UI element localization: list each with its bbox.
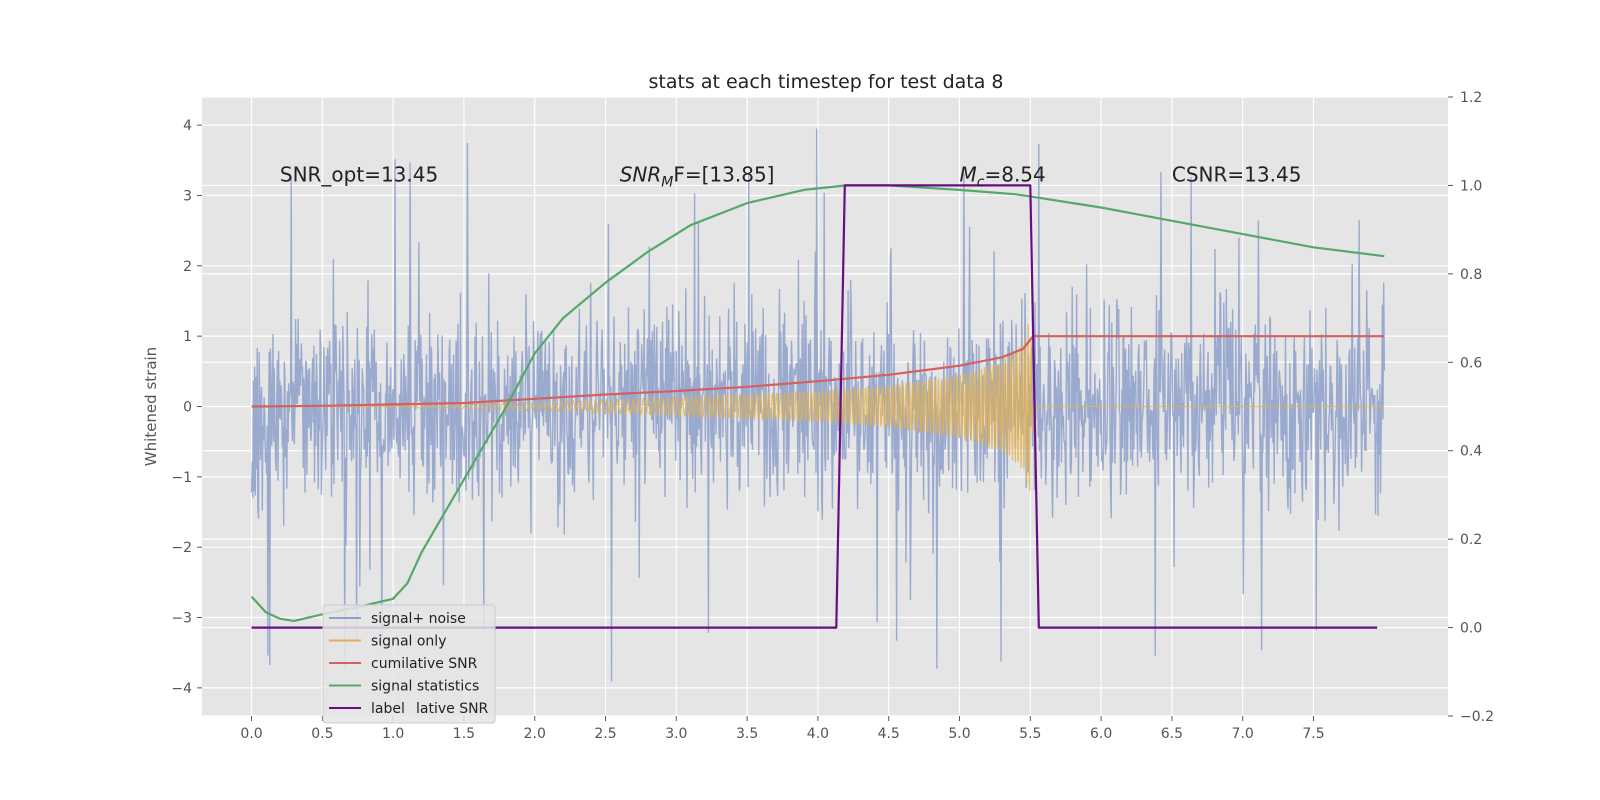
- axis-ticks: 0.0 0.5 1.0 1.5 2.0 2.5 3.0 3.5 4.0 4.5 5.0 5.5 6.0 6…: [171, 90, 1494, 742]
- series-signal-only-line: [251, 323, 1385, 492]
- series-cumilative-snr-line: [251, 335, 1385, 408]
- x-tick-label: 7.0: [1232, 726, 1254, 742]
- y-tick-label: 4: [183, 118, 192, 134]
- y2-tick-label: 0.0: [1460, 621, 1482, 637]
- legend-box: [322, 604, 496, 724]
- x-tick-label: 0.5: [311, 726, 333, 742]
- x-tick-label: 1.0: [382, 726, 404, 742]
- chart-title: stats at each timestep for test data 8: [648, 71, 1003, 93]
- y2-tick-label: −0.2: [1460, 709, 1494, 725]
- series-signal-noise: [250, 128, 1385, 682]
- y2-tick-label: 1.0: [1460, 178, 1482, 194]
- x-tick-label: 2.0: [524, 726, 546, 742]
- series-signal-only: [251, 323, 1385, 492]
- y-tick-label: 0: [183, 400, 192, 416]
- y-tick-label: 2: [183, 259, 192, 275]
- y-tick-label: −4: [171, 681, 192, 697]
- x-tick-label: 5.5: [1019, 726, 1041, 742]
- annotation-text: CSNR=13.45: [1172, 162, 1302, 186]
- y-tick-label: 1: [183, 329, 192, 345]
- annotations: SNR_opt=13.45 SNRMF=[13.85] Mc=8.54 CSNR=13…: [280, 162, 1302, 190]
- x-tick-label: 1.5: [453, 726, 475, 742]
- y-tick-label: −1: [171, 470, 192, 486]
- y2-tick-label: 0.4: [1460, 444, 1482, 460]
- legend-label: cumilative SNR: [371, 656, 478, 672]
- x-tick-label: 3.0: [665, 726, 687, 742]
- x-tick-label: 7.5: [1302, 726, 1324, 742]
- x-tick-label: 4.5: [878, 726, 900, 742]
- legend-label: label: [371, 701, 405, 717]
- legend: signal+ noise signal only cumilative SNR si…: [322, 604, 496, 724]
- x-tick-label: 0.0: [240, 726, 262, 742]
- x-tick-label: 6.0: [1090, 726, 1112, 742]
- legend-label: signal only: [371, 634, 446, 650]
- y2-tick-label: 0.6: [1460, 355, 1482, 371]
- y-tick-label: −2: [171, 540, 192, 556]
- annotation-text: SNR_opt=13.45: [280, 162, 438, 186]
- x-tick-label: 4.0: [807, 726, 829, 742]
- series-label-line: [251, 184, 1378, 629]
- legend-label: signal+ noise: [371, 611, 466, 627]
- y2-tick-label: 0.2: [1460, 532, 1482, 548]
- x-tick-label: 6.5: [1161, 726, 1183, 742]
- y2-tick-label: 0.8: [1460, 267, 1482, 283]
- x-tick-label: 3.5: [736, 726, 758, 742]
- y2-tick-label: 1.2: [1460, 90, 1482, 106]
- y-axis-label: Whitened strain: [142, 347, 160, 466]
- legend-overflow-text: lative SNR: [416, 701, 489, 717]
- x-tick-label: 2.5: [594, 726, 616, 742]
- legend-label: signal statistics: [371, 679, 479, 695]
- y-tick-label: 3: [183, 188, 192, 204]
- annotation-text: SNRMF=[13.85]: [620, 162, 775, 190]
- annotation-text: Mc=8.54: [960, 162, 1046, 190]
- y-tick-label: −3: [171, 611, 192, 627]
- x-tick-label: 5.0: [948, 726, 970, 742]
- series-signal-noise-line: [250, 128, 1385, 682]
